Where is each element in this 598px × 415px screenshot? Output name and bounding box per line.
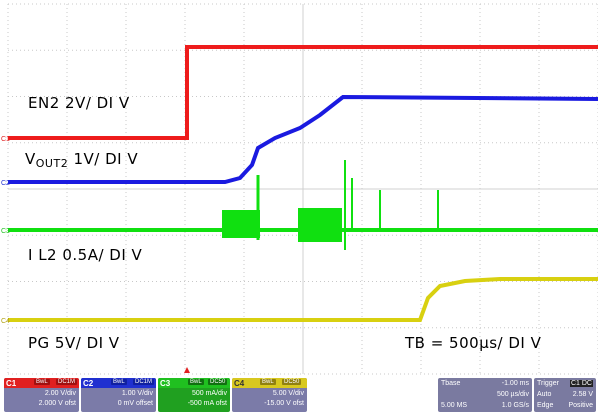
timebase-label: TB = 500µs/ DI V [405,334,542,352]
ch1-marker: C1 [1,136,10,143]
trigger-panel[interactable]: Trigger C1 DC Auto 2.58 V Edge Positive [534,378,596,412]
en2-label: EN2 2V/ DI V [28,94,130,112]
pg-waveform [8,277,598,322]
ch3-trace [8,160,598,250]
ch4-trace [8,277,598,322]
ch1-descriptor[interactable]: C1 BwL DC1M 2.00 V/div 2.000 V ofst [4,378,79,412]
il2-burst-1 [222,210,260,238]
scope-display: C1 C2 C3 C4 EN2 2V/ DI V VOUT2 1V/ DI V … [1,3,598,375]
ch3-descriptor[interactable]: C3 BwL DC50 500 mA/div -500 mA ofst [158,378,230,412]
trigger-marker [184,367,190,373]
timebase-panel[interactable]: Tbase -1.00 ms 500 µs/div 5.00 MS 1.0 GS… [438,378,532,412]
vout2-waveform [8,94,598,184]
channel-markers: C1 C2 C3 C4 [1,136,10,325]
en2-waveform [8,45,598,140]
waveform-area: C1 C2 C3 C4 [1,3,598,375]
ch2-descriptor[interactable]: C2 BwL DC1M 1.00 V/div 0 mV offset [81,378,156,412]
ch4-descriptor[interactable]: C4 BwL DC50 5.00 V/div -15.00 V ofst [232,378,307,412]
ch3-marker: C3 [1,228,10,235]
il2-burst-2 [298,208,342,242]
pg-label: PG 5V/ DI V [28,334,120,352]
ch2-marker: C2 [1,180,10,187]
il2-label: I L2 0.5A/ DI V [28,246,143,264]
vout2-label: VOUT2 1V/ DI V [25,150,139,170]
ch1-trace [8,45,598,140]
ch2-trace [8,94,598,184]
ch4-marker: C4 [1,318,10,325]
